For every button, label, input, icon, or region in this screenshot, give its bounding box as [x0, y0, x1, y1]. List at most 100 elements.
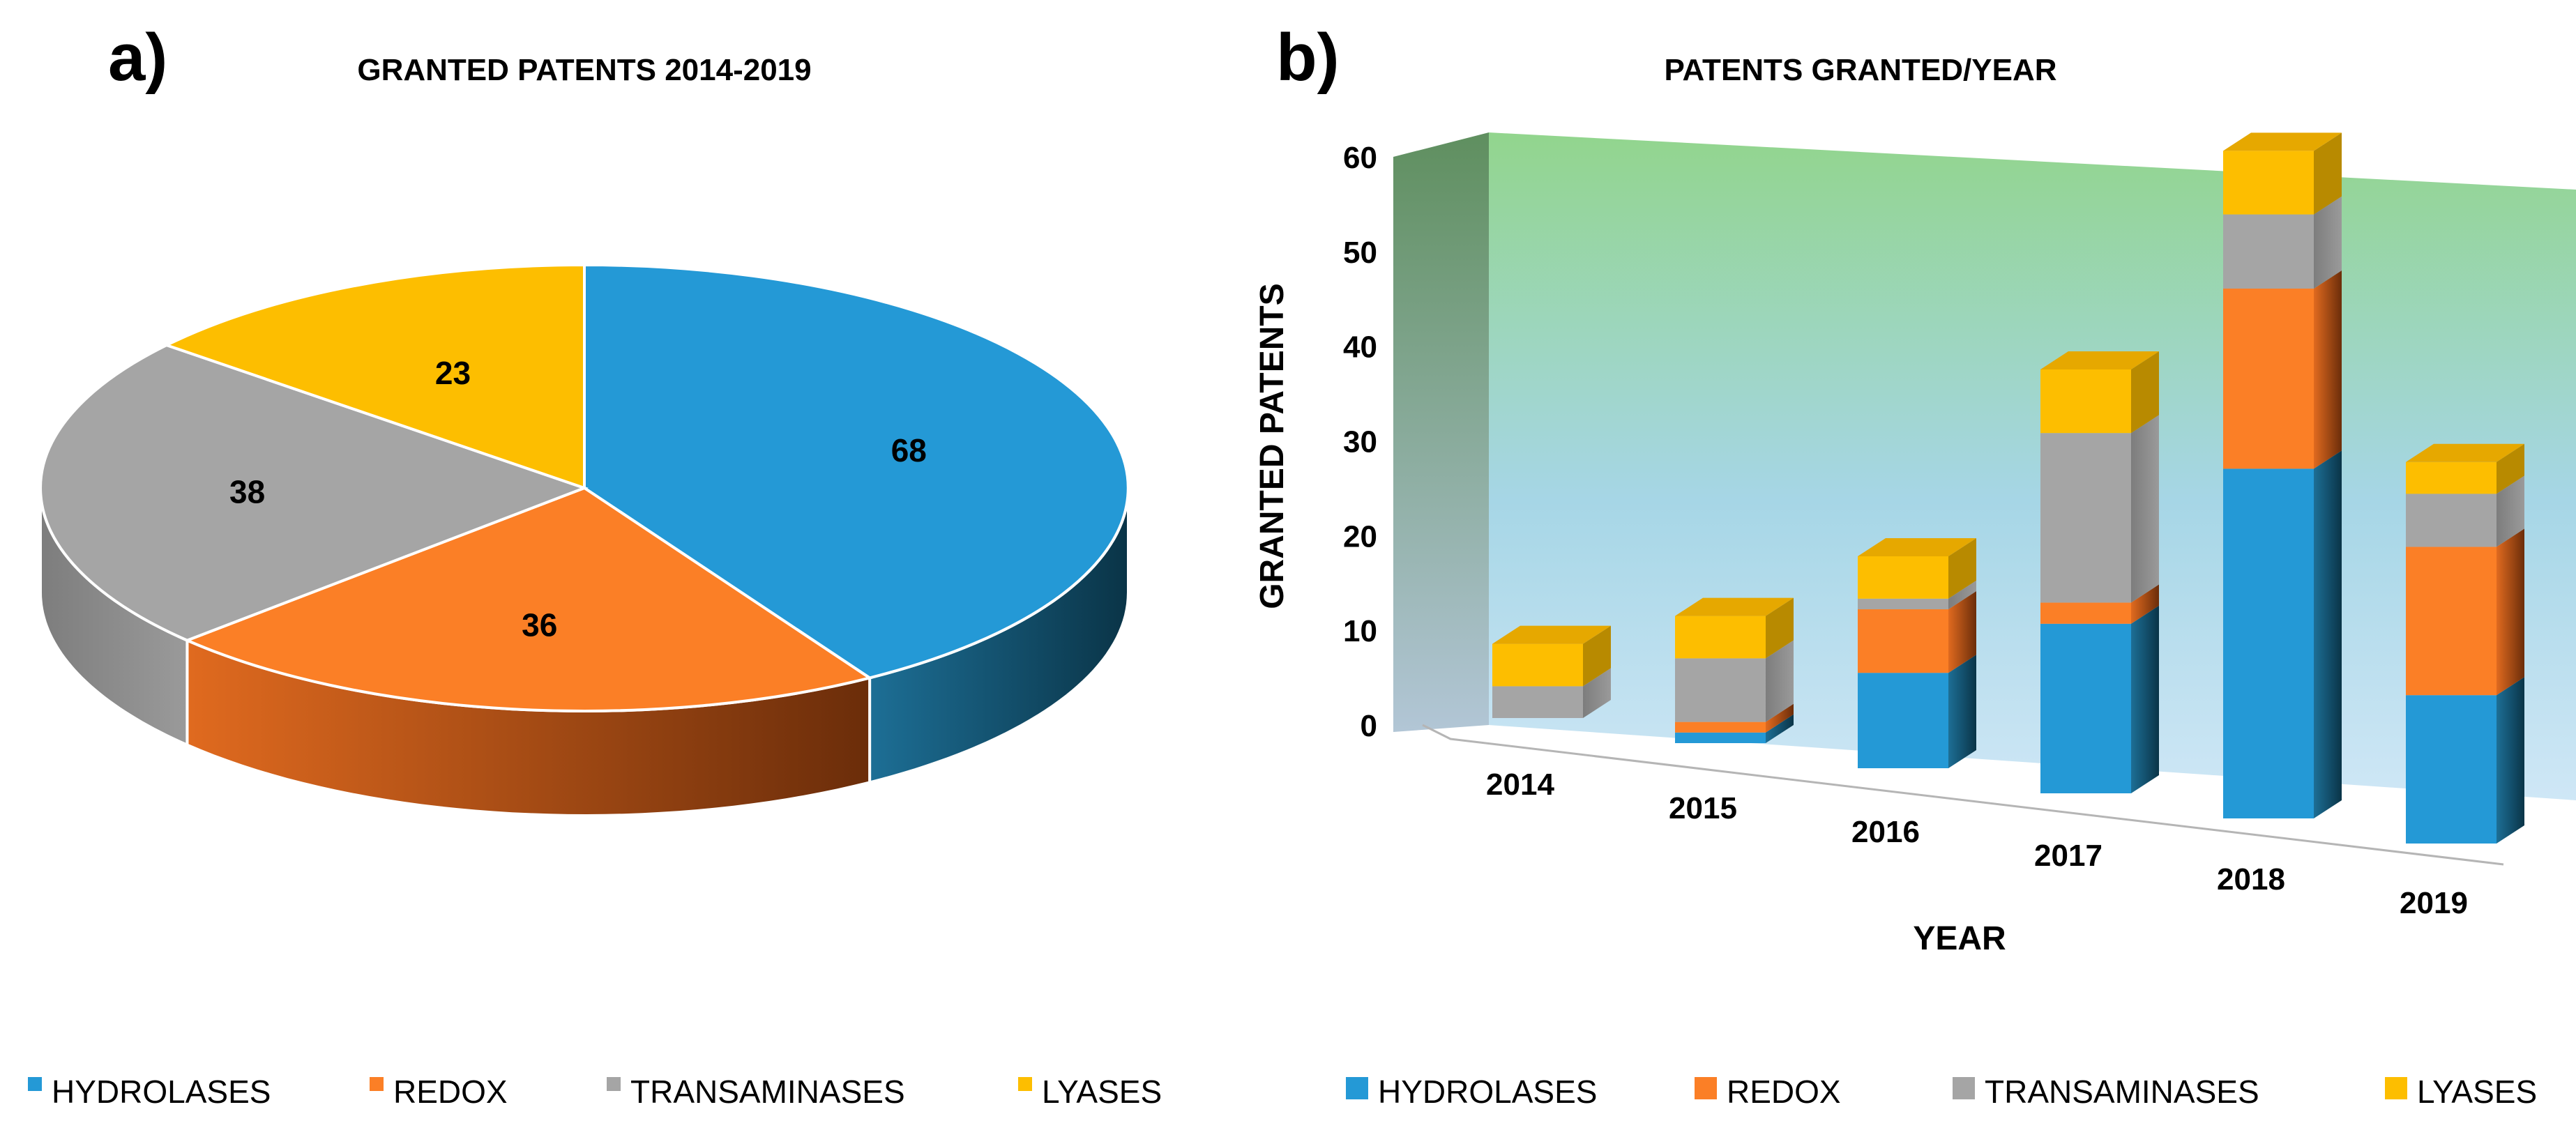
bar-side-2015-lyases — [1766, 597, 1794, 659]
bar-2017-lyases — [2040, 369, 2131, 434]
bar-side-2017-lyases — [2131, 351, 2159, 434]
x-axis-line — [1422, 724, 2504, 866]
pie-slice-hydrolases — [583, 263, 1130, 680]
x-tick-label: 2018 — [2217, 862, 2285, 896]
bar-side-2019-transaminases — [2497, 475, 2524, 547]
y-tick-label: 10 — [1343, 614, 1377, 648]
legend-label-transaminases: TRANSAMINASES — [630, 1074, 905, 1110]
panel-b-label: b) — [1276, 20, 1340, 95]
bar-2019-transaminases — [2406, 494, 2497, 547]
bar-2015-transaminases — [1675, 658, 1766, 722]
y-tick-label: 50 — [1343, 236, 1377, 270]
legend-label-lyases: LYASES — [2417, 1074, 2537, 1110]
x-tick-label: 2015 — [1669, 791, 1737, 825]
bar-2016-lyases — [1858, 556, 1948, 599]
bar-side-2015-hydrolases — [1766, 714, 1794, 743]
bar-side-2018-lyases — [2314, 132, 2342, 215]
bar-2014-lyases — [1492, 643, 1583, 687]
bar-2018-redox — [2223, 289, 2314, 469]
y-tick-label: 40 — [1343, 330, 1377, 365]
legend-label-redox: REDOX — [393, 1074, 508, 1110]
pie-chart: 68 36 38 23 — [39, 263, 1130, 818]
bar-chart: 0 10 20 30 40 50 60 2014 2015 2016 2017 2018 2019 G… — [1254, 132, 2576, 957]
bar-side-2019-redox — [2497, 528, 2524, 696]
bar-side-2018-hydrolases — [2314, 450, 2342, 818]
pie-slice-lyases — [162, 263, 586, 490]
chart-side-wall — [1393, 132, 1489, 732]
y-tick-label: 0 — [1361, 709, 1377, 743]
bar-side-2019-hydrolases — [2497, 677, 2524, 844]
legend-swatch-hydrolases — [28, 1077, 42, 1091]
bar-2019-redox — [2406, 547, 2497, 696]
bar-side-2016-redox — [1948, 591, 1976, 673]
legend-swatch-transaminases — [607, 1077, 621, 1091]
legend-swatch-hydrolases — [1346, 1077, 1368, 1099]
pie-slice-transaminases — [39, 343, 589, 642]
y-axis-label: GRANTED PATENTS — [1254, 283, 1291, 609]
pie-legend: HYDROLASES REDOX TRANSAMINASES LYASES — [28, 1074, 1162, 1110]
bar-2016-transaminases — [1858, 598, 1948, 609]
bar-side-2014-transaminases — [1583, 668, 1611, 718]
bar-top-2014 — [1492, 625, 1611, 644]
legend-swatch-transaminases — [1953, 1077, 1975, 1099]
bar-title: PATENTS GRANTED/YEAR — [1664, 53, 2056, 87]
bar-top-2017 — [2040, 351, 2159, 369]
bar-2017-hydrolases — [2040, 623, 2131, 793]
bar-side-2017-transaminases — [2131, 415, 2159, 603]
x-axis-label: YEAR — [1913, 920, 2006, 957]
bar-top-2019 — [2406, 443, 2524, 462]
legend-label-transaminases: TRANSAMINASES — [1985, 1074, 2259, 1110]
y-tick-label: 60 — [1343, 141, 1377, 175]
bar-side-2017-redox — [2131, 584, 2159, 624]
bar-side-2017-hydrolases — [2131, 605, 2159, 793]
bar-2019-lyases — [2406, 461, 2497, 494]
bar-2016-redox — [1858, 609, 1948, 673]
pie-value-label-transaminases: 38 — [229, 474, 265, 510]
bar-side-2014-lyases — [1583, 625, 1611, 687]
panel-a-label: a) — [108, 20, 167, 95]
bar-2015-redox — [1675, 722, 1766, 733]
bar-side-2015-redox — [1766, 703, 1794, 733]
bar-2016-hydrolases — [1858, 673, 1948, 768]
bar-legend: HYDROLASES REDOX TRANSAMINASES LYASES — [1346, 1074, 2537, 1110]
x-tick-label: 2016 — [1851, 815, 1920, 849]
bar-series-group — [1492, 132, 2524, 844]
bar-top-2016 — [1858, 538, 1976, 556]
x-tick-label: 2019 — [2400, 886, 2468, 920]
y-tick-label: 30 — [1343, 425, 1377, 459]
legend-label-hydrolases: HYDROLASES — [1378, 1074, 1597, 1110]
pie-slice-redox — [183, 486, 873, 712]
bar-side-2018-redox — [2314, 270, 2342, 469]
bar-2015-hydrolases — [1675, 732, 1766, 743]
legend-label-redox: REDOX — [1727, 1074, 1841, 1110]
y-axis: 0 10 20 30 40 50 60 — [1343, 141, 1377, 743]
legend-swatch-lyases — [1018, 1077, 1032, 1091]
bar-side-2019-lyases — [2497, 443, 2524, 494]
pie-value-label-lyases: 23 — [435, 355, 471, 391]
bar-2017-redox — [2040, 602, 2131, 624]
pie-value-label-hydrolases: 68 — [891, 432, 927, 468]
bar-top-2018 — [2223, 132, 2342, 151]
x-tick-label: 2014 — [1486, 768, 1554, 802]
bar-side-2016-transaminases — [1948, 580, 1976, 609]
x-tick-label: 2017 — [2034, 839, 2103, 873]
bar-side-2016-hydrolases — [1948, 655, 1976, 768]
bar-2019-hydrolases — [2406, 695, 2497, 844]
bar-2018-hydrolases — [2223, 468, 2314, 818]
legend-swatch-redox — [1695, 1077, 1717, 1099]
bar-2015-lyases — [1675, 616, 1766, 659]
bar-side-2016-lyases — [1948, 538, 1976, 599]
bar-side-2015-transaminases — [1766, 640, 1794, 722]
bar-2017-transaminases — [2040, 433, 2131, 603]
bar-top-2015 — [1675, 597, 1794, 616]
legend-swatch-lyases — [2385, 1077, 2407, 1099]
y-tick-label: 20 — [1343, 519, 1377, 554]
bar-2018-lyases — [2223, 151, 2314, 215]
legend-label-hydrolases: HYDROLASES — [52, 1074, 271, 1110]
bar-side-2018-transaminases — [2314, 196, 2342, 289]
bar-2014-transaminases — [1492, 686, 1583, 718]
legend-label-lyases: LYASES — [1042, 1074, 1162, 1110]
x-axis: 2014 2015 2016 2017 2018 2019 — [1486, 768, 2468, 920]
pie-value-label-redox: 36 — [522, 607, 557, 643]
